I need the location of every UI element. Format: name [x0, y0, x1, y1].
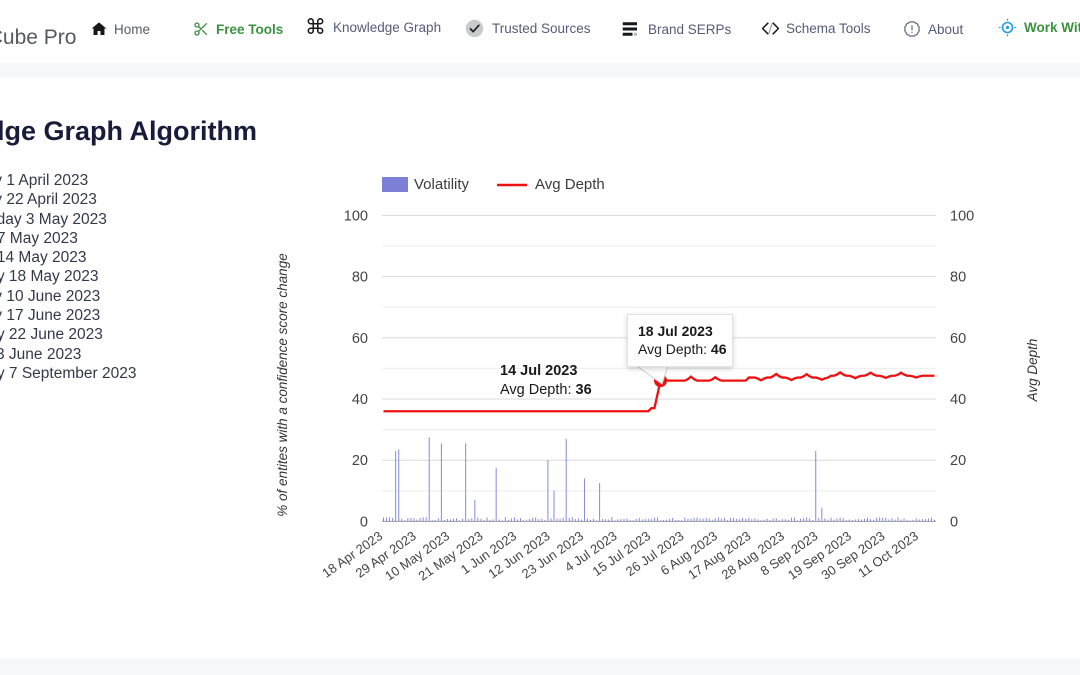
svg-text:40: 40 [352, 392, 368, 408]
svg-text:60: 60 [950, 331, 966, 347]
svg-text:20: 20 [352, 453, 368, 469]
svg-text:100: 100 [950, 208, 974, 224]
svg-text:0: 0 [950, 514, 958, 530]
svg-text:Avg Depth: Avg Depth [1025, 339, 1040, 403]
svg-text:80: 80 [950, 270, 966, 286]
svg-text:60: 60 [352, 331, 368, 347]
svg-text:Avg Depth: Avg Depth [535, 176, 605, 193]
svg-text:100: 100 [344, 208, 368, 224]
svg-text:40: 40 [950, 392, 966, 408]
svg-text:Volatility: Volatility [414, 176, 470, 193]
svg-text:80: 80 [352, 270, 368, 286]
svg-text:0: 0 [360, 514, 368, 530]
svg-text:% of entites with a confidence: % of entites with a confidence score cha… [275, 253, 290, 516]
svg-text:20: 20 [950, 453, 966, 469]
